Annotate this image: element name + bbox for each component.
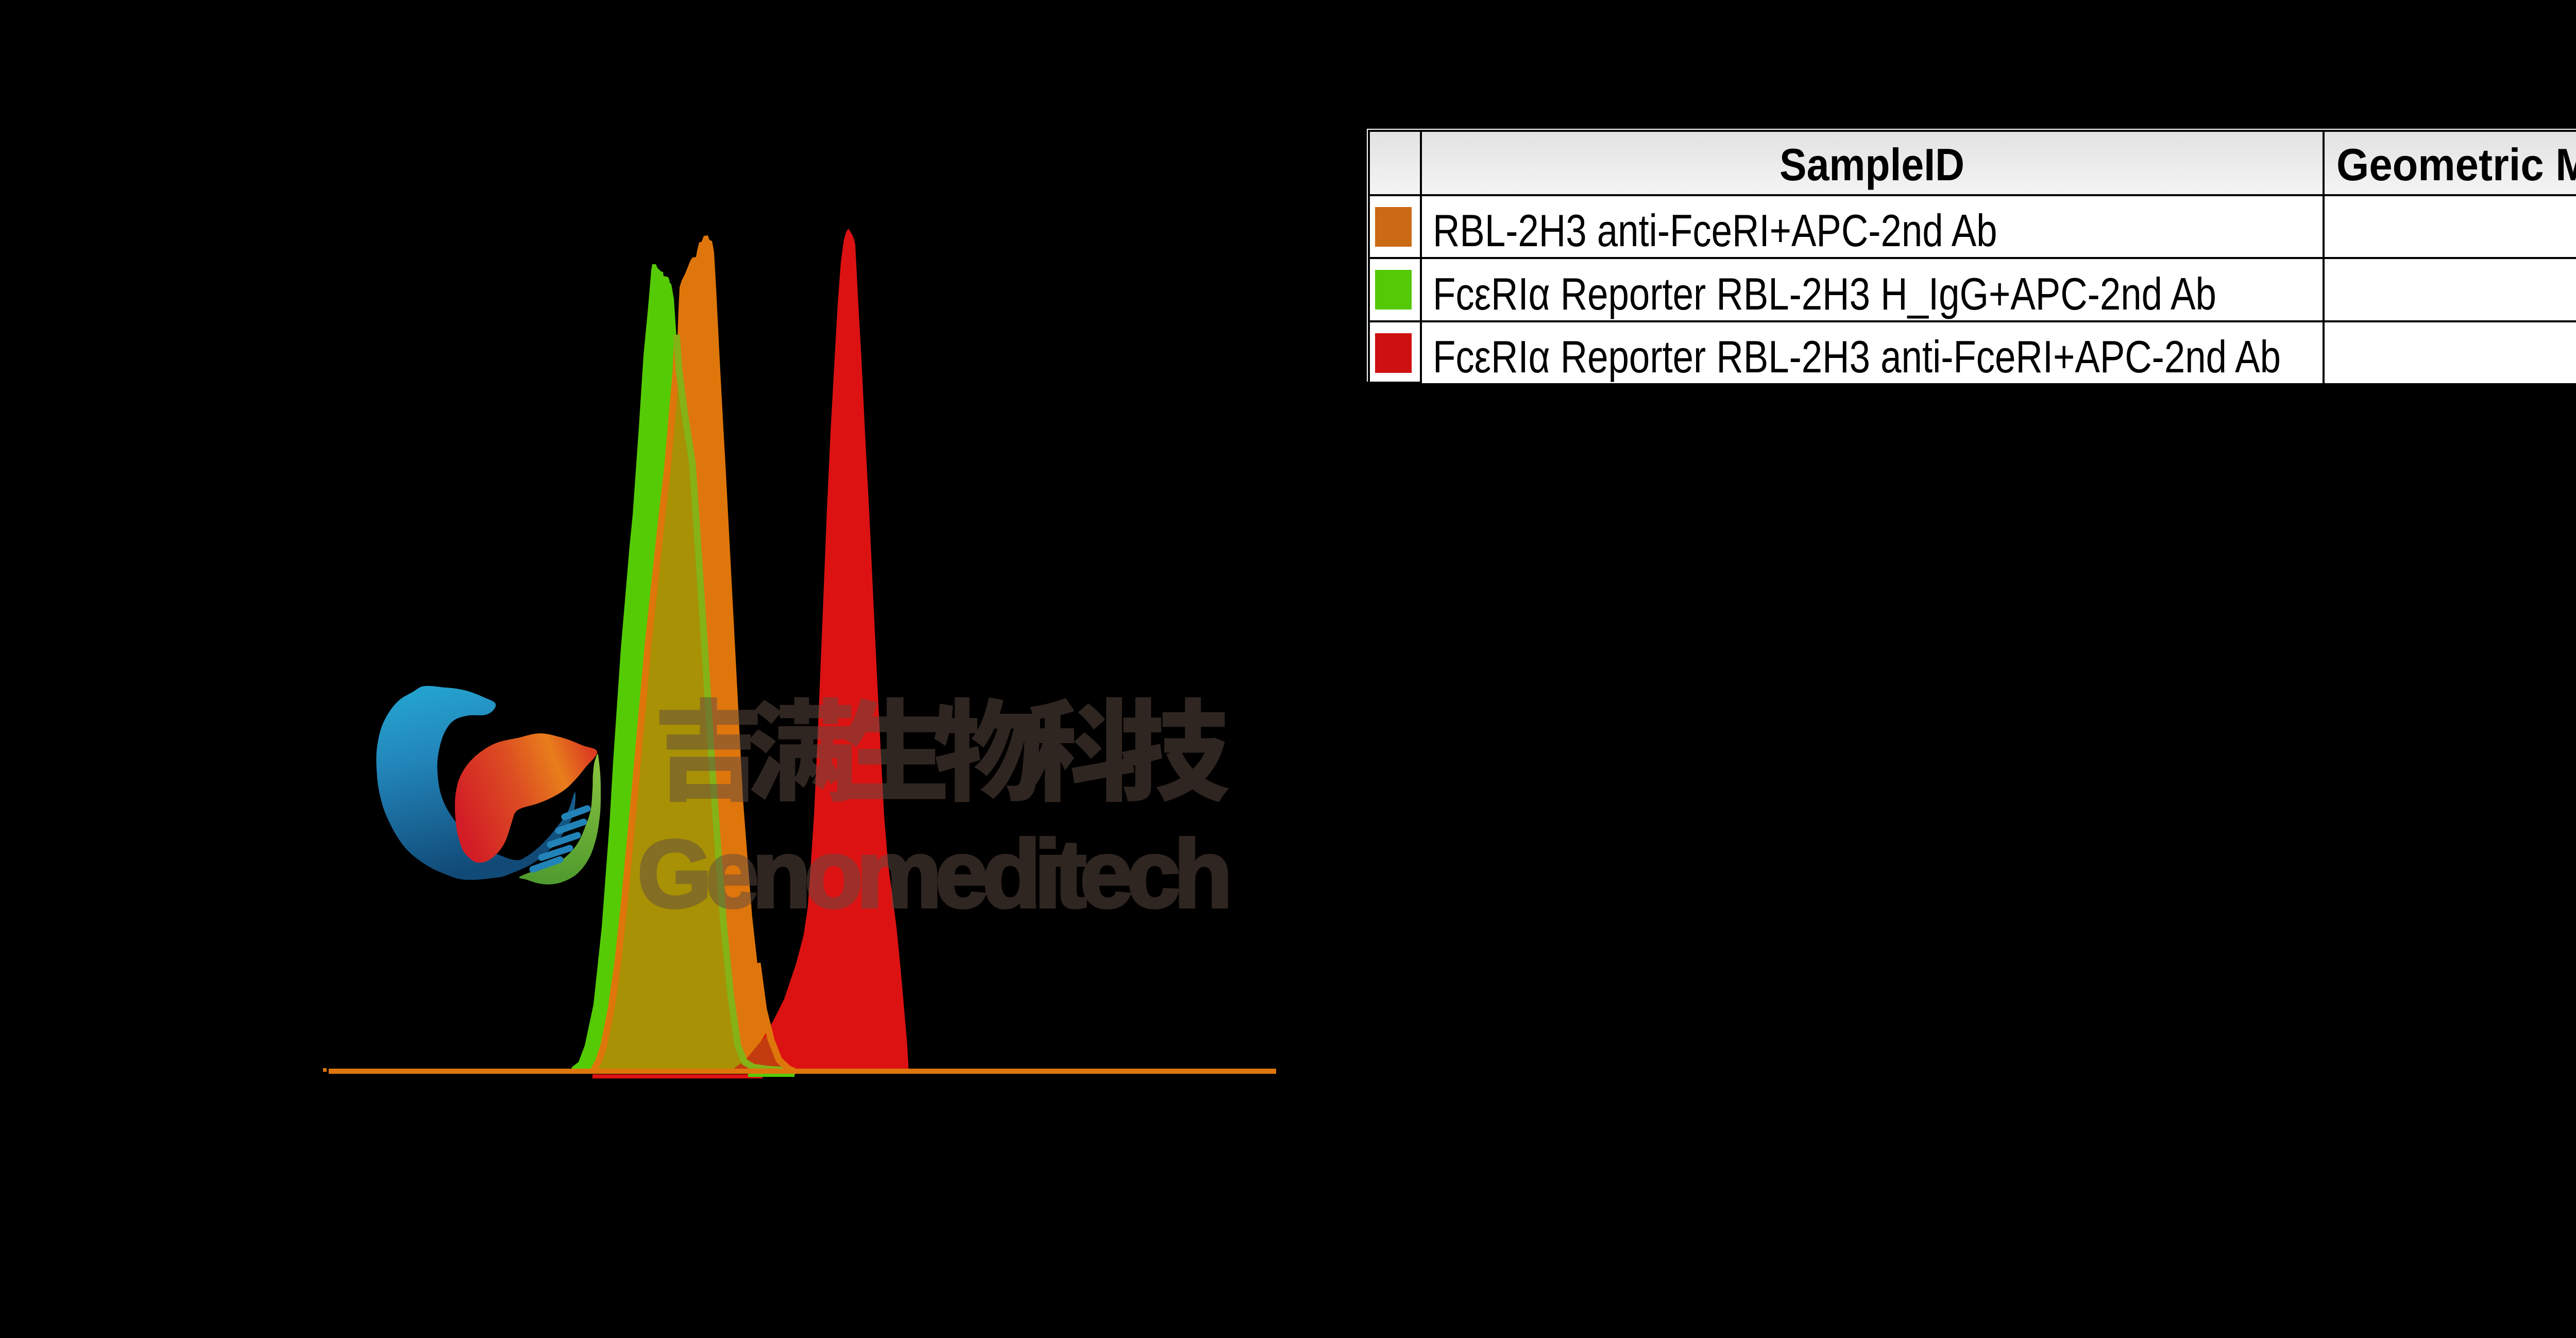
svg-text:Genomeditech: Genomeditech xyxy=(637,821,1232,928)
